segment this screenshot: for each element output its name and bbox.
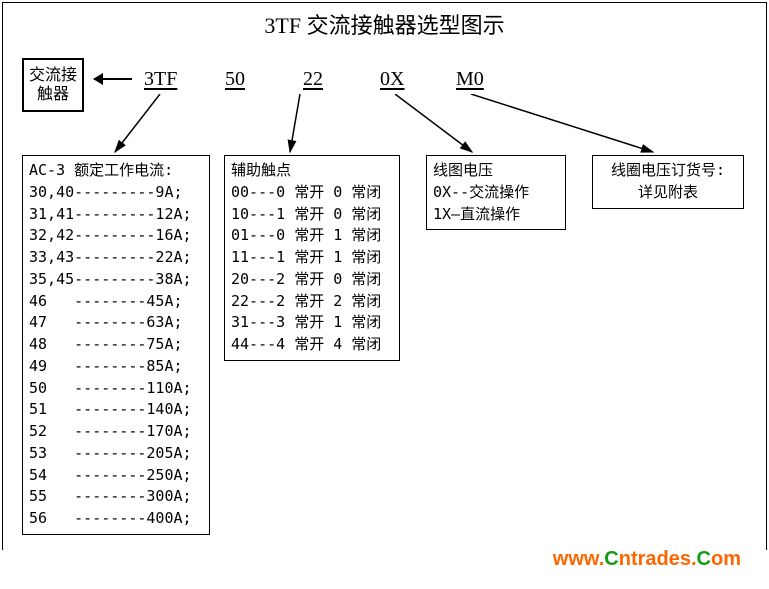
- code-segment-m0: M0: [456, 68, 484, 91]
- code-segment-50: 50: [225, 68, 245, 91]
- box-order-number: 线圈电压订货号: 详见附表: [592, 155, 744, 209]
- code-segment-0x: 0X: [380, 68, 404, 91]
- code-segment-22: 22: [303, 68, 323, 91]
- contactor-label-text: 交流接 触器: [29, 67, 77, 103]
- watermark: www.Cntrades.Com: [553, 548, 741, 571]
- code-segment-3tf: 3TF: [144, 68, 177, 91]
- box-rated-current: AC-3 额定工作电流: 30,40---------9A; 31,41----…: [22, 155, 210, 535]
- box-aux-contacts: 辅助触点 00---0 常开 0 常闭 10---1 常开 0 常闭 01---…: [224, 155, 400, 361]
- box-coil-voltage: 线图电压 0X--交流操作 1X—直流操作: [426, 155, 566, 230]
- arrow-left-icon: [94, 78, 132, 80]
- contactor-label-box: 交流接 触器: [22, 58, 84, 112]
- page-title: 3TF 交流接触器选型图示: [0, 8, 769, 40]
